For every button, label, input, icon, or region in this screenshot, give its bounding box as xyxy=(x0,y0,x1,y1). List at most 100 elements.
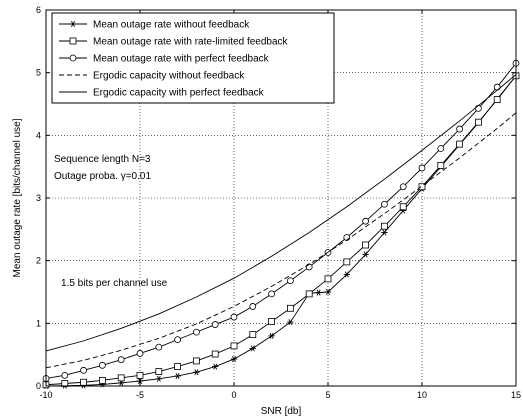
data-point-circle xyxy=(437,145,445,152)
data-point-square xyxy=(268,318,276,325)
data-point-circle xyxy=(399,183,407,191)
data-point-circle xyxy=(192,328,200,336)
y-tick-label: 4 xyxy=(36,130,41,140)
asterisk-stroke xyxy=(138,377,142,384)
data-point-square xyxy=(155,368,163,375)
data-point-circle xyxy=(268,290,276,298)
legend-label: Mean outage rate with rate-limited feedb… xyxy=(93,37,289,48)
x-tick-label: -10 xyxy=(39,390,52,400)
y-tick-label: 3 xyxy=(36,193,41,203)
data-point-square xyxy=(343,258,351,266)
series-1 xyxy=(42,72,520,389)
asterisk-stroke xyxy=(288,319,293,326)
asterisk-stroke xyxy=(232,356,236,363)
data-point-circle xyxy=(362,217,370,225)
asterisk-stroke xyxy=(344,271,349,278)
data-point-circle xyxy=(418,164,426,172)
data-point-circle xyxy=(249,303,257,310)
data-point-circle xyxy=(380,200,388,208)
asterisk-stroke xyxy=(363,251,368,258)
asterisk-stroke xyxy=(194,369,199,376)
y-tick-label: 0 xyxy=(36,381,41,391)
data-point-square xyxy=(211,350,219,358)
data-point-circle xyxy=(61,371,69,379)
y-tick-label: 1 xyxy=(36,318,41,328)
ticks: -10 -5 0 5 10 15 0 1 2 3 4 5 6 xyxy=(36,5,521,400)
data-point-circle xyxy=(136,350,144,357)
data-point-circle xyxy=(155,343,163,351)
annotation-bits-per-channel-use: 1.5 bits per channel use xyxy=(61,278,168,289)
y-tick-label: 2 xyxy=(36,256,41,266)
data-point-asterisk xyxy=(268,332,275,339)
data-point-square xyxy=(69,37,77,45)
data-point-asterisk xyxy=(343,271,350,278)
data-point-asterisk xyxy=(324,289,332,295)
data-point-asterisk xyxy=(155,375,162,382)
data-point-square xyxy=(117,374,125,382)
data-point-asterisk xyxy=(230,356,238,363)
legend-label: Mean outage rate with perfect feedback xyxy=(93,54,270,65)
data-point-circle xyxy=(493,83,501,91)
asterisk-stroke xyxy=(326,289,330,295)
asterisk-stroke xyxy=(175,372,180,379)
data-point-square xyxy=(249,331,257,339)
series-line xyxy=(45,75,517,387)
data-point-square xyxy=(305,290,313,298)
asterisk-stroke xyxy=(250,345,255,352)
data-point-square xyxy=(380,222,388,230)
series-2 xyxy=(42,72,520,389)
annotation-outage-probability: Outage proba. γ=0.01 xyxy=(54,171,151,182)
data-point-square xyxy=(286,304,294,312)
legend-label: Ergodic capacity without feedback xyxy=(93,71,245,82)
data-point-square xyxy=(99,376,106,384)
series-line xyxy=(45,74,517,352)
data-point-square xyxy=(493,96,501,104)
series-layer xyxy=(42,59,520,389)
data-point-square xyxy=(362,241,370,249)
data-point-circle xyxy=(211,321,219,328)
data-point-circle xyxy=(69,54,77,62)
x-tick-label: 10 xyxy=(417,390,427,400)
series-5 xyxy=(45,74,517,352)
data-point-circle xyxy=(456,125,464,133)
series-line xyxy=(45,112,517,369)
legend-item-2: Mean outage rate with rate-limited feedb… xyxy=(59,37,289,48)
x-tick-label: -5 xyxy=(136,390,144,400)
data-point-circle xyxy=(117,356,125,364)
annotation-sequence-length: Sequence length N=3 xyxy=(54,154,151,165)
data-point-asterisk xyxy=(287,319,294,326)
legend-box xyxy=(51,12,335,104)
legend-items: Mean outage rate without feedback Mean ou… xyxy=(59,20,289,99)
data-point-circle xyxy=(99,361,106,369)
data-point-circle xyxy=(174,336,182,344)
series-line xyxy=(45,75,517,386)
data-point-square xyxy=(324,275,332,283)
asterisk-stroke xyxy=(316,289,321,296)
x-tick-label: 5 xyxy=(325,390,330,400)
data-point-circle xyxy=(474,104,482,112)
data-point-asterisk xyxy=(315,289,322,296)
data-point-asterisk xyxy=(136,377,144,384)
data-point-circle xyxy=(230,313,238,321)
series-line xyxy=(45,62,517,379)
data-point-square xyxy=(136,371,144,379)
legend-item-3: Mean outage rate with perfect feedback xyxy=(59,54,270,65)
data-point-square xyxy=(80,378,87,386)
legend-item-4: Ergodic capacity without feedback xyxy=(59,71,245,82)
data-point-square xyxy=(174,363,182,370)
data-point-circle xyxy=(286,277,294,285)
data-point-asterisk xyxy=(174,372,181,379)
data-point-square xyxy=(418,183,426,191)
legend: Mean outage rate without feedback Mean ou… xyxy=(51,12,335,104)
data-point-asterisk xyxy=(193,369,200,376)
data-point-square xyxy=(437,162,445,169)
asterisk-stroke xyxy=(156,375,161,382)
data-point-square xyxy=(192,357,200,365)
data-point-asterisk xyxy=(212,363,219,370)
y-tick-label: 6 xyxy=(36,5,41,15)
series-3 xyxy=(42,59,520,382)
legend-item-5: Ergodic capacity with perfect feedback xyxy=(59,88,265,99)
y-tick-label: 5 xyxy=(36,68,41,78)
legend-label: Ergodic capacity with perfect feedback xyxy=(93,88,265,99)
data-point-square xyxy=(399,203,407,211)
